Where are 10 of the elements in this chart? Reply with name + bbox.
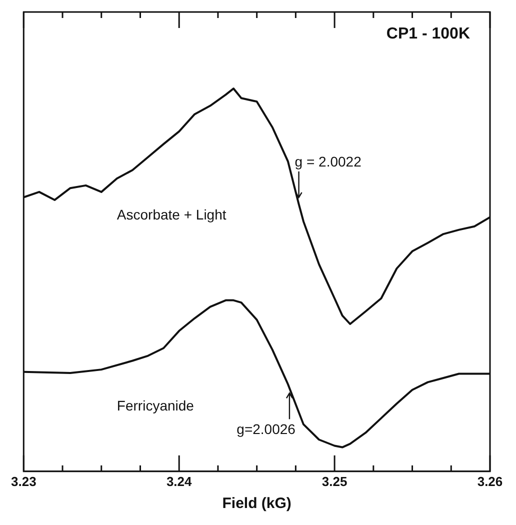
annotation: g = 2.0022 xyxy=(294,153,362,170)
annotation: g=2.0026 xyxy=(236,421,296,438)
x-tick-label: 3.23 xyxy=(10,474,36,489)
text: Ferricyanide xyxy=(116,397,194,414)
text: CP1 - 100K xyxy=(386,25,470,42)
x-tick-label: 3.24 xyxy=(166,474,193,489)
x-axis-title: Field (kG) xyxy=(222,495,292,512)
x-tick-label: 3.25 xyxy=(322,474,348,489)
x-tick-label: 3.26 xyxy=(477,474,503,489)
series-label: Ascorbate + Light xyxy=(116,206,226,222)
